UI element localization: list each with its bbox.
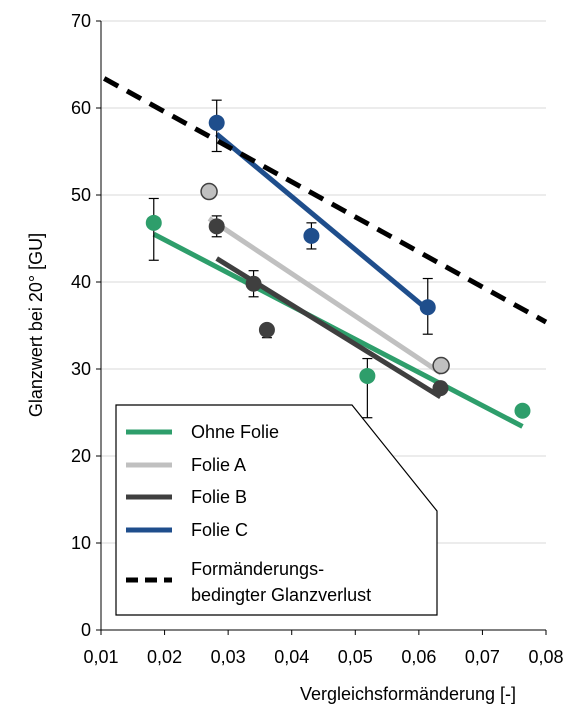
y-tick-label: 60 (71, 98, 91, 118)
legend-label: Folie C (191, 520, 248, 540)
x-tick-label: 0,05 (338, 647, 373, 667)
series-4 (102, 76, 548, 325)
trend-line (215, 132, 430, 312)
legend-label: Ohne Folie (191, 422, 279, 442)
y-tick-label: 0 (81, 620, 91, 640)
y-tick-label: 40 (71, 272, 91, 292)
data-point (303, 227, 320, 244)
data-point (258, 321, 275, 338)
legend: Ohne Folie Folie A Folie B Folie C Formänder… (115, 404, 438, 616)
x-tick-label: 0,08 (528, 647, 563, 667)
data-point (514, 402, 531, 419)
series-1 (200, 182, 450, 376)
legend-label: Folie B (191, 487, 247, 507)
dashed-reference-line (102, 76, 548, 325)
trend-line (207, 216, 443, 376)
data-point (419, 299, 436, 316)
axes: 0 10 20 30 40 50 60 70 0,01 0,02 0,03 0,04 0,05 0,06 0… (71, 11, 564, 667)
x-tick-label: 0,06 (401, 647, 436, 667)
data-point (208, 114, 225, 131)
data-point (432, 380, 449, 397)
x-tick-label: 0,01 (83, 647, 118, 667)
x-tick-label: 0,04 (274, 647, 309, 667)
series-0 (145, 197, 531, 429)
x-axis-title: Vergleichsformänderung [-] (300, 684, 516, 704)
series-2 (208, 215, 449, 399)
data-point (200, 182, 218, 201)
series-3 (208, 99, 436, 335)
y-tick-label: 50 (71, 185, 91, 205)
y-tick-label: 30 (71, 359, 91, 379)
x-tick-label: 0,03 (211, 647, 246, 667)
legend-label: bedingter Glanzverlust (191, 585, 371, 605)
y-tick-label: 20 (71, 446, 91, 466)
data-point (145, 214, 162, 231)
legend-label: Folie A (191, 455, 246, 475)
y-tick-label: 10 (71, 533, 91, 553)
y-axis-title: Glanzwert bei 20° [GU] (26, 233, 46, 417)
legend-box (115, 404, 438, 616)
data-point (432, 356, 450, 375)
data-point (208, 218, 225, 235)
data-point (359, 367, 376, 384)
trend-line (152, 231, 524, 429)
data-point (245, 275, 262, 292)
x-tick-label: 0,07 (465, 647, 500, 667)
legend-label: Formänderungs- (191, 559, 324, 579)
series-layer (102, 76, 548, 429)
x-tick-label: 0,02 (147, 647, 182, 667)
y-tick-label: 70 (71, 11, 91, 31)
